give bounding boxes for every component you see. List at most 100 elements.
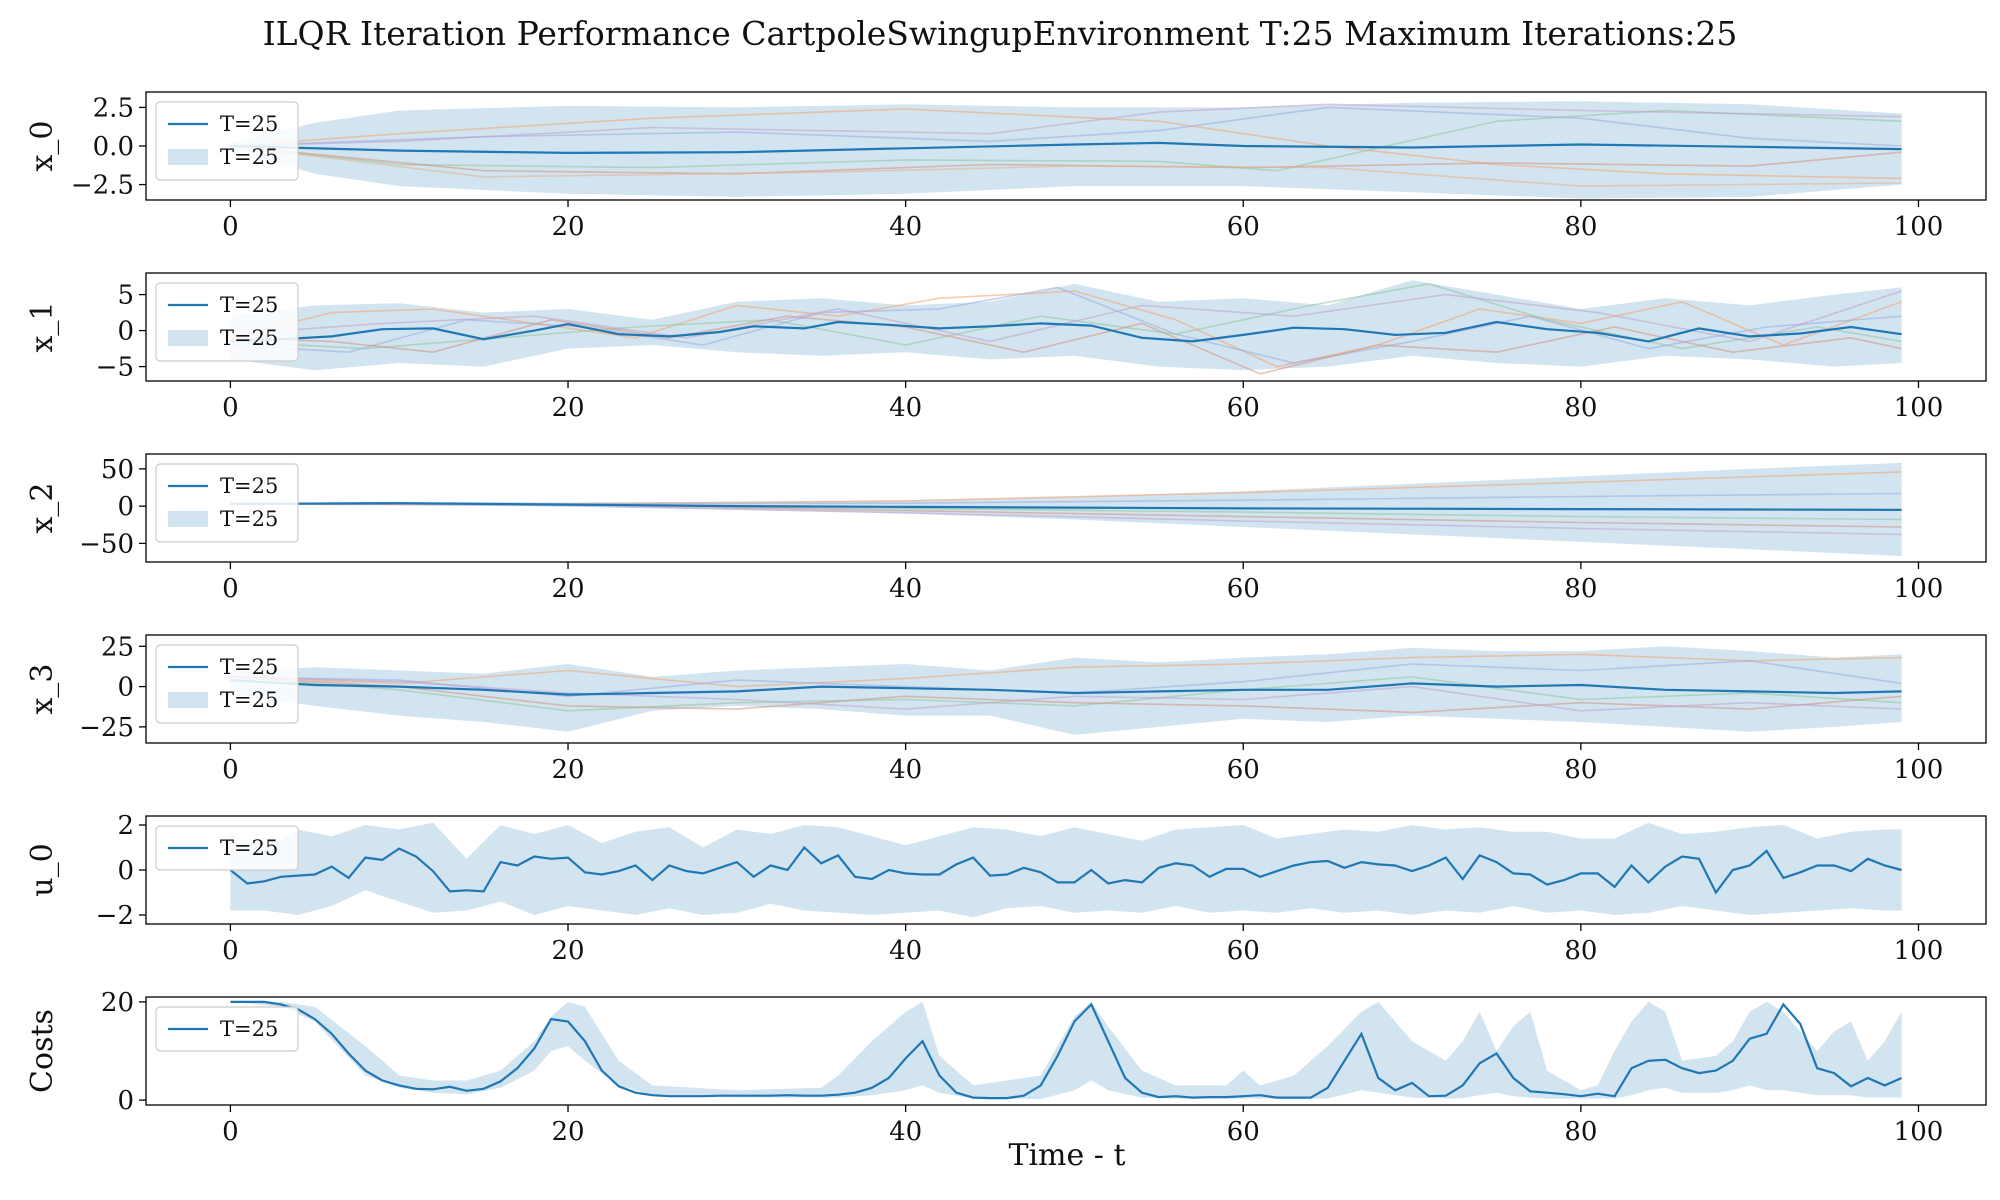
x-tick-label: 100 (1894, 212, 1944, 242)
x-tick-label: 20 (551, 393, 584, 423)
y-tick-label: 2 (117, 811, 134, 841)
y-tick-label: 0 (117, 492, 134, 522)
y-tick-label: −2.5 (71, 171, 134, 201)
mean-line (230, 502, 1902, 511)
x-tick-label: 0 (222, 755, 239, 785)
plot-area (229, 822, 1902, 918)
axes-frame (145, 453, 1987, 563)
x-tick-label: 20 (551, 755, 584, 785)
x-tick-label: 0 (222, 936, 239, 966)
figure-title: ILQR Iteration Performance CartpoleSwing… (262, 14, 1738, 53)
x-tick-label: 100 (1894, 755, 1944, 785)
std-band (230, 1001, 1902, 1100)
legend-band-swatch (168, 330, 208, 346)
subplot-4: 0 20 40 60 80 100 −2 0 2 u_0 T=25 (25, 811, 1987, 966)
y-axis-label: Costs (25, 1009, 60, 1093)
legend-box (155, 101, 299, 181)
plot-area (230, 646, 1902, 735)
trajectory-line (230, 109, 1902, 172)
plot-area (230, 1000, 1903, 1100)
x-tick-label: 0 (222, 393, 239, 423)
x-tick-label: 60 (1227, 212, 1260, 242)
y-tick-label: 50 (101, 455, 134, 485)
subplot-2: 0 20 40 60 80 100 −50 0 50 x_2 T=25 T=25 (25, 453, 1987, 604)
y-axis-label: x_2 (25, 482, 60, 533)
trajectory-line (230, 676, 1902, 712)
x-tick-label: 60 (1227, 936, 1260, 966)
x-tick-label: 40 (889, 212, 922, 242)
x-tick-label: 20 (551, 212, 584, 242)
x-tick-label: 40 (889, 393, 922, 423)
legend-label: T=25 (220, 1017, 278, 1041)
x-tick-label: 0 (222, 574, 239, 604)
x-tick-label: 0 (222, 212, 239, 242)
trajectory-line (230, 315, 1902, 375)
legend: T=25 T=25 (155, 644, 299, 724)
legend-label: T=25 (220, 507, 278, 531)
legend-box (155, 825, 299, 871)
y-tick-label: −5 (96, 353, 134, 383)
legend-label: T=25 (220, 836, 278, 860)
legend-box (155, 644, 299, 724)
axes-frame (145, 996, 1987, 1106)
legend-label: T=25 (220, 474, 278, 498)
trajectory-line (230, 106, 1902, 147)
subplot-0: 0 20 40 60 80 100 −2.5 0.0 2.5 x_0 T=25 T=25 (25, 91, 1987, 242)
std-band (230, 646, 1902, 735)
x-tick-label: 20 (551, 574, 584, 604)
y-tick-label: 25 (101, 632, 134, 662)
legend-box (155, 1006, 299, 1052)
x-tick-label: 20 (551, 1117, 584, 1147)
plot-area (230, 462, 1902, 556)
mean-line (230, 141, 1902, 155)
x-axis-title: Time - t (1008, 1138, 1126, 1173)
x-tick-label: 60 (1227, 574, 1260, 604)
legend-label: T=25 (220, 145, 278, 169)
std-band (230, 822, 1902, 918)
x-tick-label: 40 (889, 574, 922, 604)
x-tick-label: 80 (1564, 1117, 1597, 1147)
trajectory-line (230, 282, 1902, 350)
y-tick-label: 0.0 (93, 132, 134, 162)
y-axis-label: x_3 (25, 663, 60, 714)
x-tick-label: 40 (889, 936, 922, 966)
trajectory-line (230, 108, 1902, 180)
y-tick-label: 0 (117, 673, 134, 703)
y-tick-label: −25 (79, 713, 134, 743)
x-tick-label: 40 (889, 755, 922, 785)
legend-band-swatch (168, 149, 208, 165)
x-tick-label: 100 (1894, 936, 1944, 966)
x-tick-label: 80 (1564, 936, 1597, 966)
subplot-1: 0 20 40 60 80 100 −5 0 5 x_1 T=25 T=25 (25, 272, 1987, 423)
legend-label: T=25 (220, 326, 278, 350)
trajectory-line (230, 103, 1902, 147)
x-tick-label: 100 (1894, 574, 1944, 604)
trajectory-line (230, 676, 1902, 712)
legend-label: T=25 (220, 293, 278, 317)
x-tick-label: 80 (1564, 212, 1597, 242)
y-tick-label: 0 (117, 856, 134, 886)
y-axis-label: u_0 (25, 843, 60, 896)
subplot-5: 0 20 40 60 80 100 0 20 Costs T=25 (25, 988, 1987, 1147)
plot-area (230, 101, 1902, 199)
trajectory-line (230, 286, 1902, 364)
y-axis-label: x_0 (25, 120, 60, 171)
mean-line (229, 845, 1902, 895)
y-axis-label: x_1 (25, 301, 60, 352)
mean-line (230, 320, 1902, 343)
legend: T=25 T=25 (155, 463, 299, 543)
x-tick-label: 60 (1227, 755, 1260, 785)
axes-frame (145, 634, 1987, 744)
x-tick-label: 80 (1564, 755, 1597, 785)
x-tick-label: 100 (1894, 393, 1944, 423)
legend: T=25 T=25 (155, 101, 299, 181)
trajectory-line (230, 145, 1902, 187)
legend-box (155, 463, 299, 543)
y-tick-label: 0 (117, 317, 134, 347)
trajectory-line (230, 653, 1902, 688)
x-tick-label: 60 (1227, 393, 1260, 423)
legend-label: T=25 (220, 112, 278, 136)
legend-band-swatch (168, 692, 208, 708)
y-tick-label: 5 (117, 281, 134, 311)
